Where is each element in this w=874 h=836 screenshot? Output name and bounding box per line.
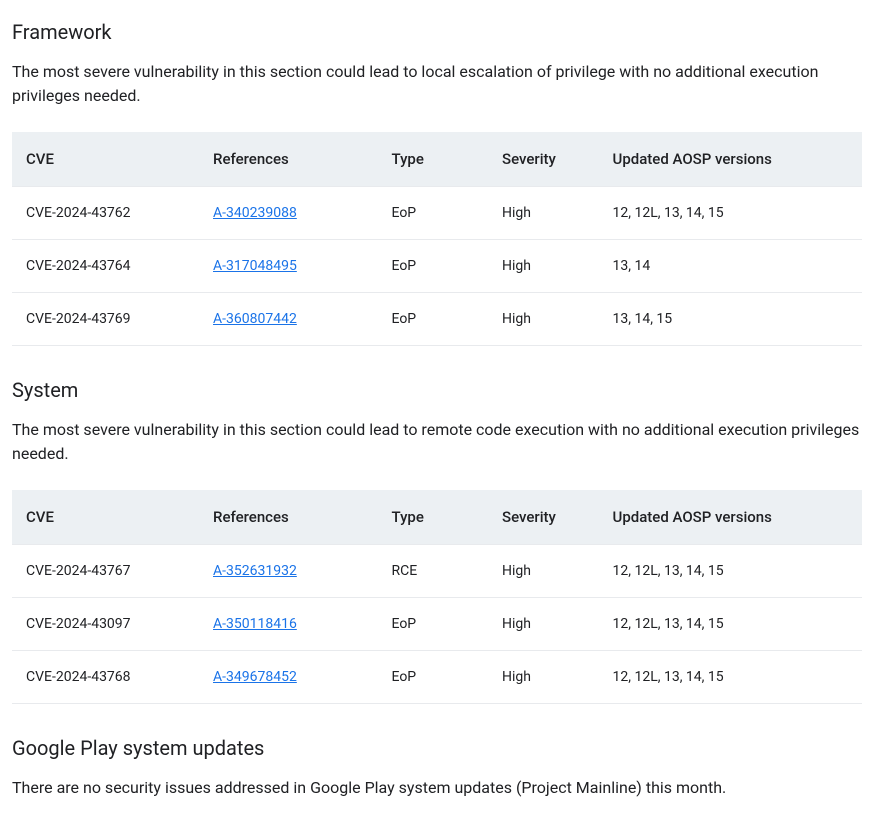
severity-cell: High <box>488 293 599 346</box>
reference-cell: A-360807442 <box>199 293 378 346</box>
table-row: CVE-2024-43768 A-349678452 EoPHigh12, 12L,… <box>12 651 862 704</box>
section-heading: Google Play system updates <box>12 736 862 760</box>
type-cell: EoP <box>378 293 489 346</box>
severity-cell: High <box>488 651 599 704</box>
type-cell: EoP <box>378 598 489 651</box>
aosp-versions-cell: 12, 12L, 13, 14, 15 <box>599 598 863 651</box>
aosp-versions-cell: 13, 14, 15 <box>599 293 863 346</box>
vulnerability-table: CVEReferencesTypeSeverityUpdated AOSP ve… <box>12 132 862 346</box>
cve-id: CVE-2024-43767 <box>12 545 199 598</box>
reference-cell: A-349678452 <box>199 651 378 704</box>
cve-id: CVE-2024-43769 <box>12 293 199 346</box>
reference-cell: A-317048495 <box>199 240 378 293</box>
severity-cell: High <box>488 187 599 240</box>
table-header: Updated AOSP versions <box>599 490 863 545</box>
type-cell: RCE <box>378 545 489 598</box>
reference-link[interactable]: A-360807442 <box>213 311 297 327</box>
reference-link[interactable]: A-350118416 <box>213 616 297 632</box>
table-row: CVE-2024-43097 A-350118416 EoPHigh12, 12L,… <box>12 598 862 651</box>
cve-id: CVE-2024-43097 <box>12 598 199 651</box>
table-header: Type <box>378 132 489 187</box>
table-header: Updated AOSP versions <box>599 132 863 187</box>
reference-link[interactable]: A-317048495 <box>213 258 297 274</box>
table-header: Severity <box>488 490 599 545</box>
cve-id: CVE-2024-43764 <box>12 240 199 293</box>
severity-cell: High <box>488 240 599 293</box>
severity-cell: High <box>488 545 599 598</box>
table-row: CVE-2024-43762 A-340239088 EoPHigh12, 12L,… <box>12 187 862 240</box>
severity-cell: High <box>488 598 599 651</box>
section-description: The most severe vulnerability in this se… <box>12 418 862 466</box>
type-cell: EoP <box>378 240 489 293</box>
reference-link[interactable]: A-340239088 <box>213 205 297 221</box>
reference-link[interactable]: A-352631932 <box>213 563 297 579</box>
section-heading: System <box>12 378 862 402</box>
table-header: References <box>199 132 378 187</box>
section-description: There are no security issues addressed i… <box>12 776 862 800</box>
table-row: CVE-2024-43764 A-317048495 EoPHigh13, 14 <box>12 240 862 293</box>
table-row: CVE-2024-43767 A-352631932 RCEHigh12, 12L,… <box>12 545 862 598</box>
table-row: CVE-2024-43769 A-360807442 EoPHigh13, 14, … <box>12 293 862 346</box>
aosp-versions-cell: 12, 12L, 13, 14, 15 <box>599 651 863 704</box>
section-heading: Framework <box>12 20 862 44</box>
aosp-versions-cell: 12, 12L, 13, 14, 15 <box>599 187 863 240</box>
aosp-versions-cell: 13, 14 <box>599 240 863 293</box>
table-header: Type <box>378 490 489 545</box>
table-header: CVE <box>12 490 199 545</box>
type-cell: EoP <box>378 651 489 704</box>
table-header: Severity <box>488 132 599 187</box>
reference-link[interactable]: A-349678452 <box>213 669 297 685</box>
table-header: CVE <box>12 132 199 187</box>
reference-cell: A-340239088 <box>199 187 378 240</box>
reference-cell: A-352631932 <box>199 545 378 598</box>
cve-id: CVE-2024-43762 <box>12 187 199 240</box>
aosp-versions-cell: 12, 12L, 13, 14, 15 <box>599 545 863 598</box>
reference-cell: A-350118416 <box>199 598 378 651</box>
cve-id: CVE-2024-43768 <box>12 651 199 704</box>
security-bulletin-content: Framework The most severe vulnerability i… <box>12 20 862 800</box>
table-header: References <box>199 490 378 545</box>
section-description: The most severe vulnerability in this se… <box>12 60 862 108</box>
vulnerability-table: CVEReferencesTypeSeverityUpdated AOSP ve… <box>12 490 862 704</box>
type-cell: EoP <box>378 187 489 240</box>
